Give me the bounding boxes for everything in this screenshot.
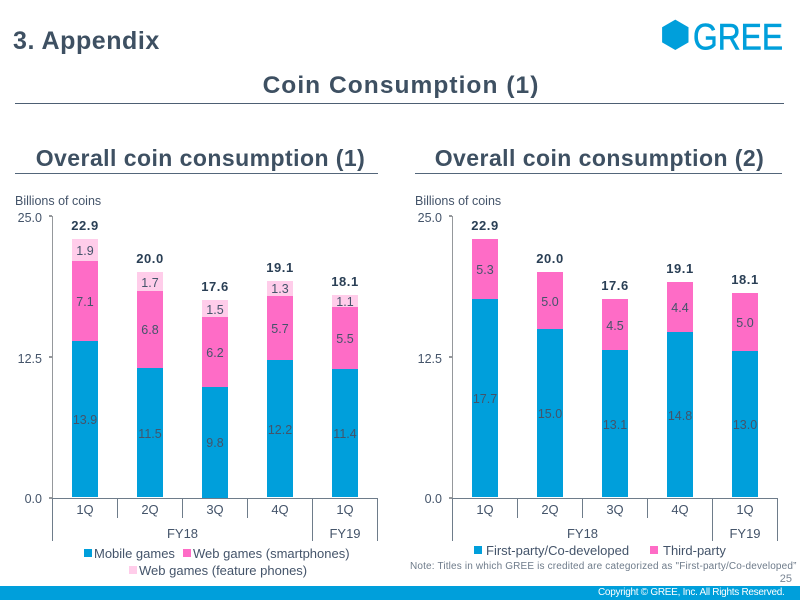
svg-text:GREE: GREE: [693, 16, 783, 58]
